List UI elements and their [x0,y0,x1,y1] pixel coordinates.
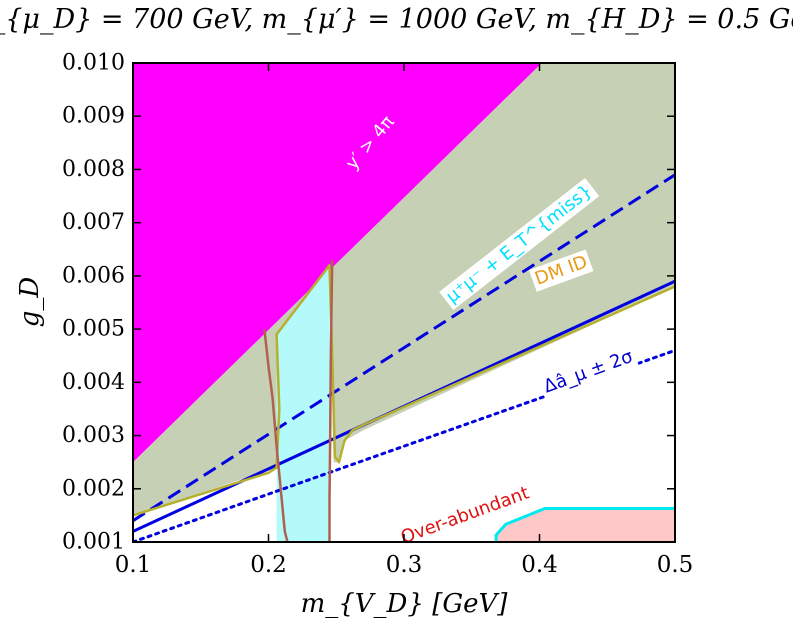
annotation-bg [528,249,594,292]
y-tick-label: 0.001 [62,530,125,555]
annotation-bg [338,108,402,177]
annotation-3: Δâ_μ ± 2σ [537,343,639,400]
y-tick-label: 0.003 [62,423,125,448]
chart-title: m_{μ_D} = 700 GeV, m_{μ′} = 1000 GeV, m_… [0,4,793,35]
lines-layer [133,173,675,542]
y-tick-label: 0.010 [62,51,125,76]
x-tick-label: 0.1 [115,552,152,578]
x-tick-label: 0.5 [657,552,694,578]
x-axis-ticks: 0.1 0.2 0.3 0.4 0.5 [115,63,694,578]
y-tick-label: 0.004 [62,370,125,395]
annotation-bg [537,343,639,400]
y-tick-label: 0.006 [62,263,125,288]
annotation-bg [394,480,536,551]
region-e-t-miss [133,63,675,516]
annotation-bg [439,177,600,311]
series-over-abundant-boundary [494,507,675,542]
y-axis-ticks: 0.001 0.002 0.003 0.004 0.005 0.006 0.007 0.008… [62,51,675,555]
y-tick-label: 0.007 [62,210,125,235]
y-tick-label: 0.009 [62,104,125,129]
y-tick-label: 0.008 [62,157,125,182]
regions-layer [133,63,675,542]
x-axis-label: m_{V_D} [GeV] [301,589,509,619]
series-relic-contour-left [263,328,289,542]
region-over-abundant [496,508,675,542]
y-tick-label: 0.002 [62,476,125,501]
region-cyan-band [276,265,330,542]
y-axis-label: g_D [15,277,45,328]
x-tick-label: 0.3 [386,552,423,578]
x-tick-label: 0.4 [521,552,558,578]
x-tick-label: 0.2 [250,552,287,578]
series-dm-id [133,263,675,517]
series-2-upper [133,173,675,522]
series-relic-contour-right [328,259,334,542]
y-tick-label: 0.005 [62,317,125,342]
